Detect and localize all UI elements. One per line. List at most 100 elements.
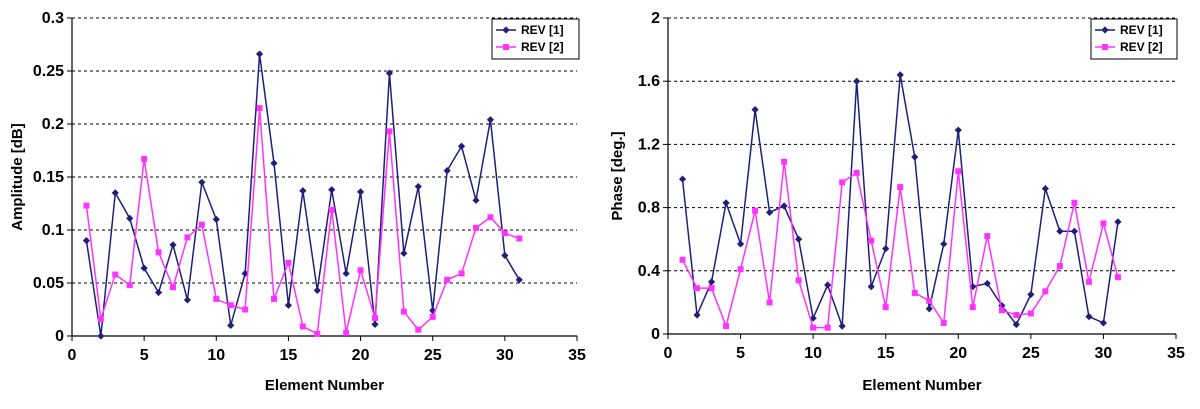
data-point — [867, 283, 875, 291]
y-tick-label: 0.4 — [638, 263, 660, 280]
data-point — [736, 240, 745, 248]
data-point — [679, 256, 686, 263]
data-point — [227, 302, 234, 309]
data-point — [256, 105, 263, 112]
data-point — [385, 69, 394, 77]
data-point — [809, 314, 817, 322]
data-point — [983, 279, 991, 288]
data-point — [515, 276, 523, 284]
x-tick-label: 35 — [568, 347, 586, 364]
data-point — [708, 285, 715, 292]
data-point — [984, 233, 991, 240]
y-tick-label: 0.1 — [42, 222, 64, 239]
data-point — [969, 304, 976, 311]
y-tick-label: 0.05 — [33, 275, 64, 292]
x-tick-label: 10 — [207, 347, 225, 364]
data-point — [882, 304, 889, 311]
y-tick-label: 0 — [651, 326, 660, 343]
x-axis-title: Element Number — [862, 377, 981, 394]
data-point — [737, 266, 744, 273]
data-point — [911, 153, 919, 161]
data-point — [1042, 288, 1049, 295]
data-point — [400, 308, 407, 315]
data-point — [824, 281, 832, 289]
data-point — [198, 178, 206, 186]
data-point — [694, 285, 701, 292]
data-point — [1041, 185, 1049, 193]
legend-marker — [1101, 26, 1109, 34]
data-point — [372, 314, 378, 321]
data-point — [868, 237, 875, 244]
y-tick-label: 1.6 — [638, 73, 660, 90]
data-point — [111, 189, 119, 197]
data-point — [357, 267, 364, 274]
data-point — [443, 167, 451, 175]
data-point — [343, 329, 350, 336]
data-point — [472, 196, 480, 204]
x-tick-label: 5 — [736, 345, 745, 362]
y-tick-label: 0.15 — [33, 169, 64, 186]
data-point — [516, 235, 523, 242]
x-tick-label: 20 — [949, 345, 967, 362]
data-point — [926, 297, 933, 304]
data-point — [271, 295, 277, 302]
y-tick-label: 0.25 — [33, 63, 64, 80]
data-point — [328, 186, 336, 194]
data-point — [299, 323, 306, 330]
data-point — [112, 271, 119, 278]
y-tick-label: 0 — [55, 328, 64, 345]
data-point — [1013, 312, 1020, 319]
series-2 — [83, 105, 523, 337]
data-point — [299, 187, 307, 195]
y-tick-label: 0.8 — [638, 200, 660, 217]
data-point — [184, 234, 191, 241]
data-point — [415, 326, 422, 333]
data-point — [1071, 199, 1078, 206]
data-point — [400, 249, 408, 257]
x-tick-label: 10 — [804, 345, 822, 362]
data-point — [501, 230, 508, 237]
data-point — [183, 296, 192, 304]
data-point — [170, 284, 176, 291]
data-point — [1070, 227, 1078, 235]
data-point — [766, 299, 773, 306]
y-axis-title: Amplitude [dB] — [9, 123, 26, 230]
data-point — [810, 324, 817, 331]
data-point — [1027, 290, 1035, 299]
data-point — [795, 277, 802, 284]
data-point — [766, 208, 774, 216]
data-point — [356, 188, 365, 196]
legend-marker — [1102, 44, 1108, 50]
data-point — [1114, 274, 1121, 281]
data-point — [140, 264, 148, 272]
x-tick-label: 5 — [140, 347, 149, 364]
series-2 — [679, 158, 1121, 331]
x-tick-label: 35 — [1167, 345, 1185, 362]
legend-box — [491, 18, 580, 60]
x-tick-label: 20 — [352, 347, 370, 364]
y-tick-label: 2 — [651, 10, 660, 27]
data-point — [82, 237, 91, 245]
data-point — [97, 332, 105, 340]
data-point — [925, 305, 933, 313]
legend: REV [1] REV [2] — [491, 18, 580, 60]
legend-label: REV [1] — [521, 23, 564, 37]
data-point — [707, 278, 716, 286]
legend-label: REV [2] — [521, 40, 564, 54]
y-tick-label: 1.2 — [638, 136, 660, 153]
legend: REV [1] REV [2] — [1090, 18, 1178, 60]
data-point — [752, 207, 759, 214]
data-point — [882, 245, 890, 253]
data-point — [1099, 319, 1108, 327]
data-point — [371, 320, 379, 328]
data-point — [444, 276, 451, 283]
legend-label: REV [1] — [1120, 23, 1163, 37]
data-point — [155, 249, 162, 256]
x-tick-label: 30 — [1095, 345, 1113, 362]
data-point — [126, 214, 134, 222]
data-point — [1056, 263, 1063, 270]
data-point — [242, 306, 249, 313]
data-point — [940, 319, 947, 326]
